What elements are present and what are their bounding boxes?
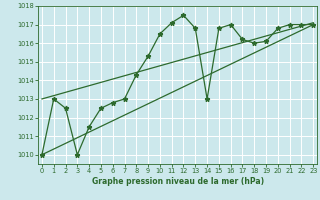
X-axis label: Graphe pression niveau de la mer (hPa): Graphe pression niveau de la mer (hPa) <box>92 177 264 186</box>
